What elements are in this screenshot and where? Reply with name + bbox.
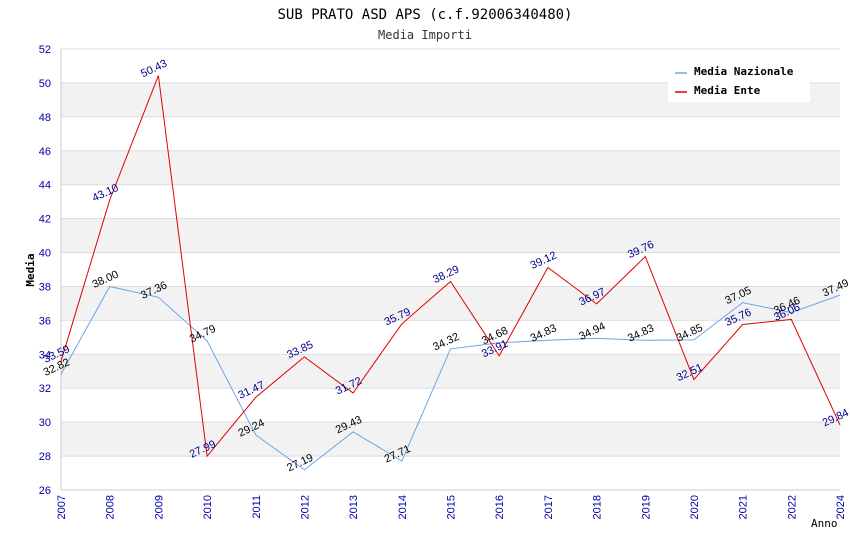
plot-band xyxy=(61,354,840,389)
y-tick-labels: 26 28 30 32 34 36 38 40 42 44 46 48 50 52 xyxy=(39,44,51,497)
x-tick-label: 2010 xyxy=(202,495,214,519)
x-tick-label: 2007 xyxy=(56,495,68,519)
chart-subtitle: Media Importi xyxy=(378,28,472,42)
y-tick-label: 34 xyxy=(39,349,51,361)
legend-box xyxy=(668,60,810,102)
plot-band xyxy=(61,150,840,185)
x-tick-label: 2012 xyxy=(299,495,311,519)
y-axis-title: Media xyxy=(24,253,37,286)
x-tick-labels: 2007 2008 2009 2010 2011 2012 2013 2014 2015 2016… xyxy=(56,495,847,519)
data-label-ente: 50.43 xyxy=(139,58,169,81)
data-label-nazionale: 34.32 xyxy=(431,331,461,354)
plot-band xyxy=(61,218,840,253)
legend: Media Nazionale Media Ente xyxy=(668,60,810,102)
x-tick-label: 2008 xyxy=(105,495,117,519)
y-tick-label: 48 xyxy=(39,112,51,124)
data-label-ente: 43.10 xyxy=(90,182,120,205)
y-tick-label: 36 xyxy=(39,315,51,327)
x-tick-label: 2014 xyxy=(397,495,409,519)
chart-title: SUB PRATO ASD APS (c.f.92006340480) xyxy=(277,7,572,23)
plot-band xyxy=(61,286,840,321)
x-tick-label: 2019 xyxy=(640,495,652,519)
x-tick-label: 2009 xyxy=(153,495,165,519)
legend-label-ente: Media Ente xyxy=(694,84,761,97)
y-tick-label: 30 xyxy=(39,417,51,429)
y-tick-label: 26 xyxy=(39,485,51,497)
data-label-nazionale: 34.83 xyxy=(626,322,656,345)
x-tick-label: 2013 xyxy=(348,495,360,519)
data-label-ente: 38.29 xyxy=(431,264,461,287)
data-label-nazionale: 34.83 xyxy=(529,322,559,345)
x-tick-label: 2020 xyxy=(689,495,701,519)
y-tick-label: 32 xyxy=(39,383,51,395)
y-tick-label: 52 xyxy=(39,44,51,56)
x-tick-label: 2011 xyxy=(251,495,263,519)
y-tick-label: 38 xyxy=(39,281,51,293)
x-tick-label: 2017 xyxy=(543,495,555,519)
y-tick-label: 28 xyxy=(39,451,51,463)
x-axis-title: Anno xyxy=(811,517,838,530)
series-line-ente xyxy=(60,75,841,458)
x-tick-label: 2015 xyxy=(446,495,458,519)
data-label-nazionale: 34.79 xyxy=(188,323,218,346)
data-label-nazionale: 34.85 xyxy=(675,322,705,345)
y-tick-label: 44 xyxy=(39,180,51,192)
legend-label-nazionale: Media Nazionale xyxy=(694,65,794,78)
data-label-nazionale: 34.94 xyxy=(577,320,607,343)
x-tick-label: 2021 xyxy=(738,495,750,519)
plot-band xyxy=(61,422,840,457)
x-tick-label: 2024 xyxy=(835,495,847,519)
y-tick-label: 50 xyxy=(39,78,51,90)
x-tick-label: 2022 xyxy=(786,495,798,519)
y-tick-label: 42 xyxy=(39,214,51,226)
y-tick-label: 46 xyxy=(39,146,51,158)
x-tick-label: 2016 xyxy=(494,495,506,519)
x-tick-label: 2018 xyxy=(592,495,604,519)
series-lines xyxy=(60,75,841,471)
y-tick-label: 40 xyxy=(39,248,51,260)
